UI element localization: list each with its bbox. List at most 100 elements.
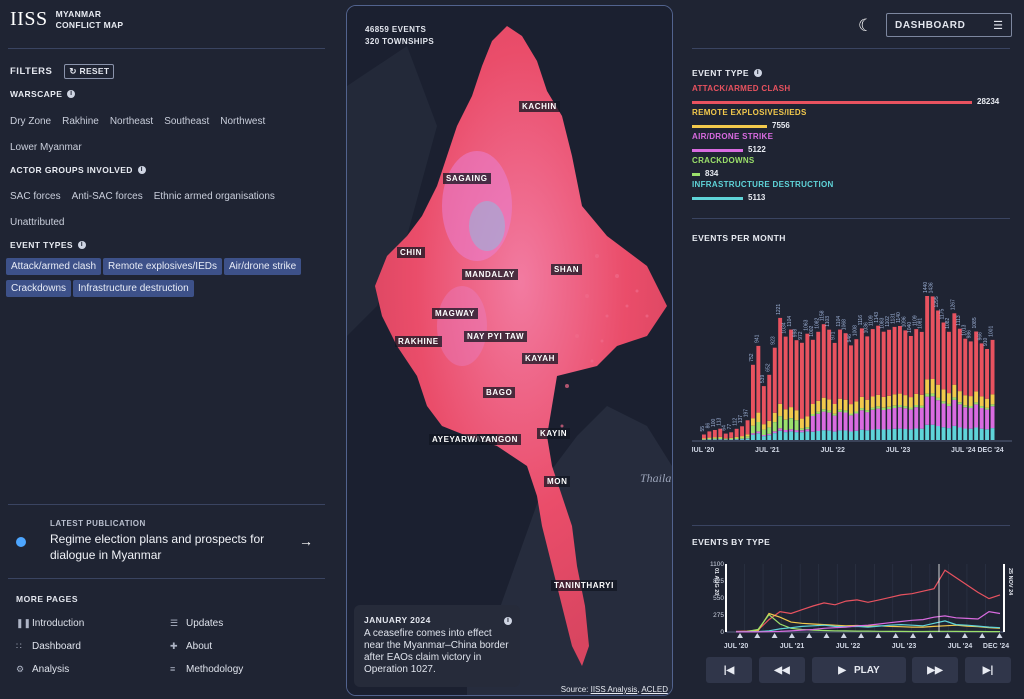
actor-option[interactable]: Unattributed [10,217,65,228]
epm-bar-segment [925,424,930,440]
epm-bar-segment [908,407,913,410]
page-link-methodology[interactable]: ≡ Methodology [170,664,243,687]
event-type-row[interactable]: REMOTE EXPLOSIVES/IEDS 7556 [692,108,807,135]
epm-bar-segment [859,328,864,397]
actor-option[interactable]: SAC forces [10,191,61,202]
epm-bar-segment [887,395,891,407]
chip-air[interactable]: Air/drone strike [223,258,302,275]
epm-bar-label: 64 [722,425,728,431]
map-stats: 46859 EVENTS 320 TOWNSHIPS [365,24,434,48]
logo[interactable]: IISS MYANMAR CONFLICT MAP [10,8,123,31]
warscape-option[interactable]: Lower Myanmar [10,142,82,153]
epm-bar-segment [843,333,848,400]
chip-crackdown[interactable]: Crackdowns [6,280,72,297]
event-type-title-text: EVENT TYPE [692,68,749,78]
ebt-event-marker[interactable] [771,633,778,638]
ebt-event-marker[interactable] [979,633,986,638]
actor-option[interactable]: Anti-SAC forces [71,191,143,202]
dashboard-menu-button[interactable]: DASHBOARD ☰ [886,13,1012,37]
epm-bar-segment [887,329,891,396]
epm-bar-segment [963,405,968,408]
actor-option[interactable]: Ethnic armed organisations [153,191,275,202]
warscape-option[interactable]: Southeast [164,116,210,127]
ebt-event-marker[interactable] [788,633,795,638]
fast-forward-icon: ▶▶ [927,664,943,676]
epm-bar-label: 946 [847,334,853,343]
fast-forward-button[interactable]: ▶▶ [912,657,958,683]
events-by-type-chart[interactable]: 1100 825 550 275 0 01 AUG 20 25 NOV 24 JUL '20 J… [686,556,1016,654]
epm-bar-segment [941,322,946,390]
page-link-analysis[interactable]: ⚙ Analysis [16,664,84,687]
region-label: MANDALAY [462,269,518,280]
reset-button[interactable]: ↻ RESET [64,64,115,79]
ebt-event-marker[interactable] [737,633,743,638]
event-type-row[interactable]: INFRASTRUCTURE DESTRUCTION 5113 [692,180,834,207]
skip-end-button[interactable]: ▶| [965,657,1011,683]
arrow-right-icon[interactable]: → [299,533,313,549]
ebt-event-marker[interactable] [927,633,934,638]
epm-bar-label: 1109 [869,315,875,326]
epm-bar-segment [952,313,957,385]
skip-start-button[interactable]: |◀ [706,657,752,683]
ebt-event-marker[interactable] [823,633,830,638]
epm-bar-segment [827,399,832,411]
info-icon[interactable]: i [67,90,76,98]
epm-bar-label: 998 [793,329,799,338]
event-type-row[interactable]: CRACKDOWNS 834 [692,156,755,183]
actors-title-text: ACTOR GROUPS INVOLVED [10,165,133,175]
epm-bar-segment [898,405,902,408]
map-canvas[interactable] [347,6,672,695]
ebt-event-marker[interactable] [754,633,761,638]
epm-bar-label: 1104 [836,316,842,327]
epm-bar-segment [794,340,799,411]
epm-bar-segment [870,409,875,430]
info-icon[interactable]: i [753,69,762,77]
publication-title[interactable]: Regime election plans and prospects for … [50,532,265,562]
epm-bar-segment [734,428,739,437]
epm-bar-segment [947,406,951,429]
page-link-introduction[interactable]: ❚❚Introduction [16,618,84,641]
ebt-event-marker[interactable] [840,633,847,638]
epm-bar-segment [947,403,951,407]
source-link-acled[interactable]: ACLED [641,685,668,694]
ebt-event-marker[interactable] [910,633,916,638]
epm-bar-label: 539 [760,375,766,384]
epm-bar-segment [778,403,783,417]
warscape-option[interactable]: Northwest [220,116,266,127]
ebt-event-marker[interactable] [806,633,813,638]
epm-bar-segment [778,430,783,440]
region-label: NAY PYI TAW [464,331,528,342]
page-link-dashboard[interactable]: ∷ Dashboard [16,641,84,664]
epm-bar-segment [919,405,924,408]
epm-bar-segment [761,424,766,430]
filters-title: FILTERS [10,66,53,77]
ebt-event-marker[interactable] [996,633,1003,638]
ebt-event-marker[interactable] [892,633,899,638]
info-icon[interactable]: i [504,617,512,625]
chip-ied[interactable]: Remote explosives/IEDs [103,258,222,275]
warscape-option[interactable]: Rakhine [62,116,99,127]
epm-bar-segment [734,439,739,440]
page-link-updates[interactable]: ☰ Updates [170,618,243,641]
moon-icon[interactable]: ☾ [858,16,874,35]
page-link-label: Introduction [32,618,85,629]
epm-bar-segment [827,412,832,431]
event-type-row[interactable]: AIR/DRONE STRIKE 5122 [692,132,773,159]
source-link-iiss[interactable]: IISS Analysis [590,685,638,694]
ebt-event-marker[interactable] [961,633,968,638]
chip-attack[interactable]: Attack/armed clash [6,258,102,275]
page-link-about[interactable]: ✚ About [170,641,243,664]
info-icon[interactable]: i [77,241,86,249]
ebt-event-marker[interactable] [875,633,882,638]
play-button[interactable]: ▶ PLAY [812,657,906,683]
chip-infra[interactable]: Infrastructure destruction [73,280,194,297]
map-panel[interactable]: 46859 EVENTS 320 TOWNSHIPS KACHIN SAGAIN… [346,5,673,696]
warscape-option[interactable]: Dry Zone [10,116,52,127]
ebt-event-marker[interactable] [858,633,865,638]
warscape-option[interactable]: Northeast [109,116,154,127]
rewind-button[interactable]: ◀◀ [759,657,805,683]
event-type-row[interactable]: ATTACK/ARMED CLASH 28234 [692,84,999,111]
ebt-event-marker[interactable] [944,633,951,638]
info-icon[interactable]: i [137,166,146,174]
